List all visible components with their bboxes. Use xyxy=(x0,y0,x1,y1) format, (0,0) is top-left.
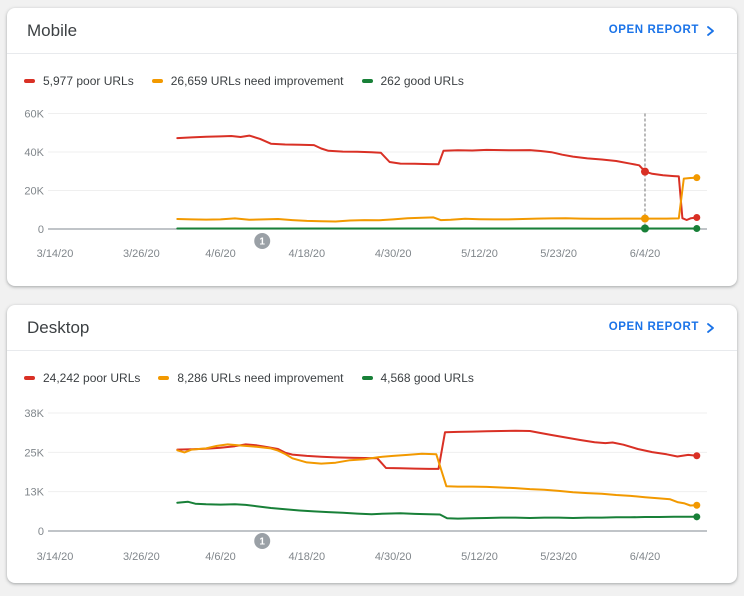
open-report-link-mobile[interactable]: OPEN REPORT xyxy=(609,8,715,53)
x-tick-label: 4/30/20 xyxy=(375,551,412,563)
legend-label-needs-improvement: 26,659 URLs need improvement xyxy=(170,74,344,88)
chevron-right-icon xyxy=(707,25,714,36)
x-tick-label: 3/26/20 xyxy=(123,248,160,260)
x-tick-label: 5/12/20 xyxy=(461,551,498,563)
desktop-card-title: Desktop xyxy=(27,318,90,337)
mobile-card-title: Mobile xyxy=(27,21,78,40)
open-report-label: OPEN REPORT xyxy=(608,321,699,333)
legend-label-good: 262 good URLs xyxy=(380,74,464,88)
annotation-circle xyxy=(254,533,271,549)
desktop-trend-chart[interactable]: 38K 25K 13K 0 3/14/20 3/26/20 4/6/20 4/18/20 4/3… xyxy=(7,305,737,583)
x-tick-label: 3/26/20 xyxy=(123,551,160,563)
series-line-poor xyxy=(176,429,698,470)
legend-label-poor: 24,242 poor URLs xyxy=(43,371,141,385)
series-line-needs-improvement xyxy=(176,443,698,507)
mobile-card: Mobile OPEN REPORT 5,977 poor URLs 26,659… xyxy=(7,8,737,286)
y-tick-label: 40K xyxy=(24,147,44,159)
desktop-card: Desktop OPEN REPORT 24,242 poor URLs 8,28… xyxy=(7,305,737,583)
y-tick-label: 13K xyxy=(24,487,44,499)
series-line-good xyxy=(176,500,698,520)
series-line-poor xyxy=(176,134,698,221)
legend-item-good[interactable]: 262 good URLs xyxy=(361,74,464,88)
x-tick-label: 6/4/20 xyxy=(630,248,661,260)
x-tick-label: 4/18/20 xyxy=(288,551,325,563)
hover-dot-needs-improvement xyxy=(640,214,649,223)
annotation-circle xyxy=(254,233,271,249)
y-tick-label: 38K xyxy=(24,408,44,420)
x-tick-label: 5/12/20 xyxy=(461,248,498,260)
series-line-needs-improvement xyxy=(176,176,698,223)
legend-swatch-poor xyxy=(24,376,35,380)
annotation-badge[interactable]: 1 xyxy=(254,233,271,249)
end-dot-needs-improvement xyxy=(693,174,701,182)
y-tick-label: 0 xyxy=(38,526,44,538)
x-tick-label: 6/4/20 xyxy=(630,551,661,563)
legend-swatch-needs-improvement xyxy=(151,79,163,83)
hover-dot-poor xyxy=(640,167,649,176)
legend-label-good: 4,568 good URLs xyxy=(380,371,474,385)
y-tick-label: 25K xyxy=(24,447,44,459)
annotation-number: 1 xyxy=(259,537,265,548)
x-tick-label: 5/23/20 xyxy=(540,551,577,563)
y-tick-label: 0 xyxy=(38,224,44,236)
x-tick-label: 4/6/20 xyxy=(205,248,236,260)
end-dot-good xyxy=(693,224,701,232)
legend-swatch-good xyxy=(361,376,373,380)
mobile-card-header: Mobile OPEN REPORT xyxy=(7,8,737,54)
hover-dot-good xyxy=(640,224,649,233)
end-dot-good xyxy=(693,513,701,521)
open-report-link-desktop[interactable]: OPEN REPORT xyxy=(609,305,715,350)
x-tick-label: 3/14/20 xyxy=(37,551,74,563)
x-tick-label: 4/6/20 xyxy=(205,551,236,563)
open-report-label: OPEN REPORT xyxy=(608,24,699,36)
desktop-legend: 24,242 poor URLs 8,286 URLs need improvem… xyxy=(24,371,474,385)
legend-item-poor[interactable]: 5,977 poor URLs xyxy=(24,74,134,88)
y-tick-label: 20K xyxy=(24,186,44,198)
legend-label-poor: 5,977 poor URLs xyxy=(43,74,134,88)
legend-item-good[interactable]: 4,568 good URLs xyxy=(361,371,474,385)
legend-swatch-good xyxy=(361,79,373,83)
mobile-legend: 5,977 poor URLs 26,659 URLs need improvem… xyxy=(24,74,464,88)
x-tick-label: 4/30/20 xyxy=(375,248,412,260)
legend-item-needs-improvement[interactable]: 26,659 URLs need improvement xyxy=(151,74,344,88)
desktop-card-header: Desktop OPEN REPORT xyxy=(7,305,737,351)
annotation-number: 1 xyxy=(259,237,265,248)
annotation-badge[interactable]: 1 xyxy=(254,533,271,549)
chevron-right-icon xyxy=(707,322,714,333)
legend-item-poor[interactable]: 24,242 poor URLs xyxy=(24,371,140,385)
y-tick-label: 60K xyxy=(24,109,44,121)
legend-label-needs-improvement: 8,286 URLs need improvement xyxy=(177,371,344,385)
x-tick-label: 4/18/20 xyxy=(288,248,325,260)
x-tick-label: 3/14/20 xyxy=(37,248,74,260)
mobile-trend-chart[interactable]: 60K 40K 20K 0 3/14/20 3/26/20 4/6/20 4/18/20 4/3… xyxy=(7,8,737,286)
legend-swatch-poor xyxy=(24,79,35,83)
end-dot-poor xyxy=(693,452,701,460)
end-dot-needs-improvement xyxy=(693,501,701,509)
x-tick-label: 5/23/20 xyxy=(540,248,577,260)
end-dot-poor xyxy=(693,213,701,221)
legend-swatch-needs-improvement xyxy=(158,376,170,380)
legend-item-needs-improvement[interactable]: 8,286 URLs need improvement xyxy=(158,371,344,385)
